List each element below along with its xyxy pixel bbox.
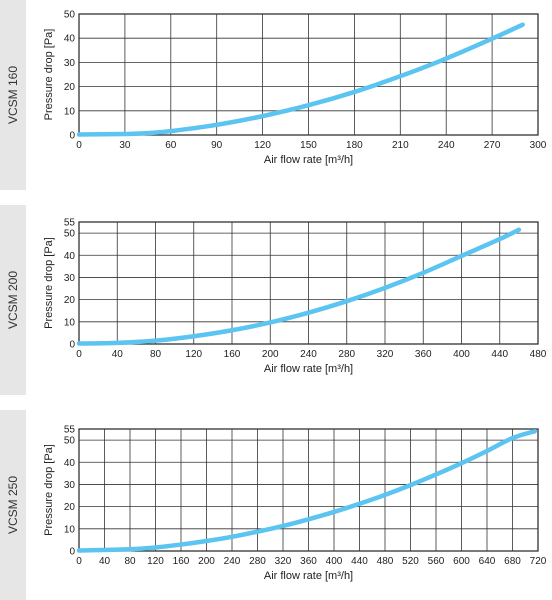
y-tick-label: 10 — [64, 106, 76, 117]
x-tick-label: 210 — [392, 140, 409, 151]
y-tick-label: 20 — [64, 295, 76, 306]
x-tick-label: 440 — [491, 349, 508, 360]
y-tick-label: 40 — [64, 458, 76, 469]
x-tick-label: 90 — [211, 140, 223, 151]
x-tick-label: 240 — [224, 556, 241, 567]
y-tick-label: 0 — [69, 547, 75, 558]
x-tick-label: 440 — [351, 556, 368, 567]
x-tick-label: 520 — [402, 556, 419, 567]
model-tab-2 — [0, 410, 26, 600]
y-axis-title: Pressure drop [Pa] — [43, 29, 55, 121]
x-tick-label: 480 — [530, 349, 547, 360]
x-tick-label: 120 — [254, 140, 271, 151]
y-tick-label: 30 — [64, 273, 76, 284]
y-tick-label: 30 — [64, 58, 76, 69]
pressure-curve-0 — [76, 227, 522, 346]
y-tick-label: 50 — [64, 436, 76, 447]
y-tick-label: 20 — [64, 502, 76, 513]
x-tick-label: 360 — [300, 556, 317, 567]
x-tick-label: 200 — [198, 556, 215, 567]
x-tick-label: 200 — [262, 349, 279, 360]
x-tick-label: 160 — [173, 556, 190, 567]
x-tick-label: 720 — [530, 556, 547, 567]
x-axis-title: Air flow rate [m³/h] — [264, 154, 353, 166]
x-tick-label: 400 — [326, 556, 343, 567]
y-tick-label: 20 — [64, 82, 76, 93]
x-tick-label: 60 — [165, 140, 177, 151]
x-tick-label: 180 — [346, 140, 363, 151]
y-axis-title: Pressure drop [Pa] — [43, 444, 55, 536]
x-tick-label: 40 — [99, 556, 111, 567]
x-tick-label: 120 — [147, 556, 164, 567]
y-tick-label: 0 — [69, 131, 75, 142]
x-tick-label: 400 — [453, 349, 470, 360]
x-tick-label: 560 — [428, 556, 445, 567]
x-tick-label: 600 — [453, 556, 470, 567]
x-tick-label: 280 — [338, 349, 355, 360]
x-tick-label: 0 — [76, 349, 82, 360]
y-tick-label: 40 — [64, 251, 76, 262]
y-axis-title: Pressure drop [Pa] — [43, 237, 55, 329]
y-tick-label: 0 — [69, 340, 75, 351]
y-tick-label: 50 — [64, 10, 76, 21]
x-tick-label: 280 — [249, 556, 266, 567]
x-tick-label: 320 — [275, 556, 292, 567]
y-tick-label: 30 — [64, 480, 76, 491]
x-tick-label: 160 — [224, 349, 241, 360]
model-tab-1 — [0, 205, 26, 395]
x-tick-label: 300 — [530, 140, 547, 151]
x-tick-label: 0 — [76, 140, 82, 151]
x-tick-label: 80 — [124, 556, 136, 567]
y-tick-label: 55 — [64, 218, 76, 229]
x-axis-title: Air flow rate [m³/h] — [264, 570, 353, 582]
y-tick-label: 55 — [64, 425, 76, 436]
pressure-drop-chart-1: 0 40 80 120 160 200 240 280 320 360 400 440 480 0 10 20… — [43, 218, 547, 376]
pressure-curve-0 — [76, 22, 525, 137]
x-tick-label: 270 — [484, 140, 501, 151]
model-tab-0 — [0, 0, 26, 190]
x-tick-label: 30 — [119, 140, 131, 151]
pressure-drop-chart-0: 0 30 60 90 120 150 180 210 240 270 300 0 10 20 30 40 50 A… — [43, 10, 547, 167]
x-tick-label: 120 — [185, 349, 202, 360]
x-tick-label: 150 — [300, 140, 317, 151]
pressure-drop-chart-2: 0 40 80 120 160 200 240 280 320 360 400 440 480 520 56… — [43, 425, 547, 583]
x-tick-label: 0 — [76, 556, 82, 567]
y-tick-label: 40 — [64, 34, 76, 45]
x-tick-label: 320 — [377, 349, 394, 360]
pressure-curve-0 — [76, 428, 538, 553]
y-tick-label: 50 — [64, 229, 76, 240]
x-tick-label: 480 — [377, 556, 394, 567]
x-axis-title: Air flow rate [m³/h] — [264, 363, 353, 375]
y-tick-label: 10 — [64, 524, 76, 535]
y-tick-label: 10 — [64, 317, 76, 328]
x-tick-label: 240 — [438, 140, 455, 151]
x-tick-label: 680 — [504, 556, 521, 567]
x-tick-label: 640 — [479, 556, 496, 567]
x-tick-label: 360 — [415, 349, 432, 360]
x-tick-label: 40 — [112, 349, 124, 360]
x-tick-label: 240 — [300, 349, 317, 360]
x-tick-label: 80 — [150, 349, 162, 360]
